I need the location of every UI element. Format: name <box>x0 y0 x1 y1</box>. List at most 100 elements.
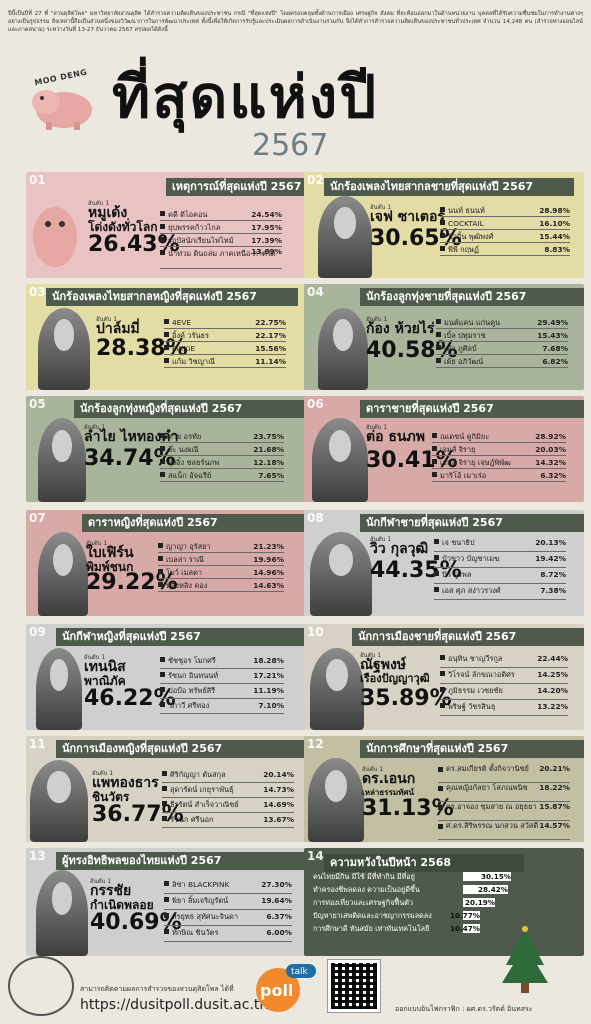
list-item: พิธา ลิ้มเจริญรัตน์ 19.64% <box>164 894 292 910</box>
card-number: 09 <box>29 625 46 639</box>
winner-name: หมูเด้ง <box>88 205 128 221</box>
winner-name-2: เหล่าธรรมทัศน์ <box>362 788 414 797</box>
qr-code[interactable] <box>327 959 381 1013</box>
card-title: ความหวังในปีหน้า 2568 <box>324 854 524 872</box>
list-item: มาริโอ้ เมาเร่อ 6.32% <box>432 469 566 482</box>
card-title: นักร้องลูกทุ่งชายที่สุดแห่งปี 2567 <box>360 288 584 306</box>
winner-percent: 44.35% <box>370 558 462 583</box>
others-list: ต่าย อรทัย 23.75% จ๊ะ นงผณี 21.68% อุ๋งอิ๋… <box>160 430 284 482</box>
list-item: เบลล่า ราณี 19.96% <box>158 553 284 566</box>
winner-name: เทนนิส <box>84 659 126 675</box>
list-item: บัวขาว บัญชาเมฆ 19.42% <box>434 552 566 568</box>
list-item: รัชนก ศรีนอก 13.67% <box>162 813 294 828</box>
list-item: แก้ม วิชญาณี 11.14% <box>164 355 286 368</box>
card-actor: 06 ดาราชายที่สุดแห่งปี 2567 อันดับ 1 ต่อ… <box>304 396 584 502</box>
card-title: ดาราชายที่สุดแห่งปี 2567 <box>360 400 584 418</box>
winner-photo <box>38 418 86 502</box>
list-item: ญาญ่า อุรัสยา 21.23% <box>158 540 284 553</box>
list-item: สุดารัตน์ เกยุราพันธุ์ 14.73% <box>162 783 294 798</box>
winner-photo <box>36 870 88 956</box>
svg-text:talk: talk <box>291 967 309 977</box>
card-number: 11 <box>29 737 46 751</box>
winner-photo <box>308 758 364 842</box>
winner-photo <box>312 418 368 502</box>
list-item: เต้ย อภิวัฒน์ 6.82% <box>436 355 568 368</box>
winner-name: ดร.เอนก <box>362 771 416 787</box>
list-item: ทักษิณ ชินวัตร 6.00% <box>164 926 292 942</box>
winner-photo <box>318 196 372 278</box>
rank-label: อันดับ 1 <box>92 770 114 777</box>
card-luk-thung-female: 05 นักร้องลูกทุ่งหญิงที่สุดแห่งปี 2567 อ… <box>26 396 306 502</box>
list-item: บิว ภูริพล 8.72% <box>434 568 566 584</box>
winner-percent: 30.65% <box>370 226 462 251</box>
list-item: COCKTAIL 16.10% <box>440 217 570 230</box>
card-title: ผู้ทรงอิทธิพลของไทยแห่งปี 2567 <box>56 852 306 870</box>
list-item: พีพี กฤษฏ์ 8.83% <box>440 243 570 256</box>
page-title: ที่สุดแห่งปี <box>112 63 379 131</box>
winner-percent: 40.58% <box>366 338 458 363</box>
list-item: ธีรรัตน์ สำเร็จวาณิชย์ 14.69% <box>162 798 294 813</box>
card-title: นักการเมืองหญิงที่สุดแห่งปี 2567 <box>56 740 306 758</box>
footer-url-link[interactable]: https://dusitpoll.dusit.ac.th <box>80 997 269 1013</box>
value-bar <box>463 898 495 907</box>
list-item: ต่าย อรทัย 23.75% <box>160 430 284 443</box>
winner-name: ณัฐพงษ์ <box>360 657 407 673</box>
card-title: นักกีฬาหญิงที่สุดแห่งปี 2567 <box>56 628 306 646</box>
intro-paragraph: ปีนี้เป็นปีที่ 27 ที่ "สวนดุสิตโพล" มหาว… <box>8 11 583 33</box>
list-item: ณเดชน์ คูกิมิยะ 28.92% <box>432 430 566 443</box>
winner-photo <box>38 532 88 616</box>
footer-survey-text: สามารถติดตามผลการสำรวจของสวนดุสิตโพล ได้… <box>80 985 234 993</box>
card-hopes: 14 ความหวังในปีหน้า 2568 <box>304 848 584 956</box>
winner-photo <box>310 532 372 616</box>
rank-label: อันดับ 1 <box>88 200 110 207</box>
card-educator: 12 นักการศึกษาที่สุดแห่งปี 2567 อันดับ 1… <box>304 736 584 842</box>
card-title: นักร้องเพลงไทยสากลหญิงที่สุดแห่งปี 2567 <box>46 288 298 306</box>
list-item: วิภาวี ศรีทอง 7.10% <box>160 699 284 714</box>
list-item: เบิ้ล ปทุมราช 15.43% <box>436 329 568 342</box>
card-number: 10 <box>307 625 324 639</box>
rank-label: อันดับ 1 <box>84 654 106 661</box>
list-item: การศึกษาดี ทันสมัย เท่าทันเทคโนโลยี 10.47… <box>313 924 480 933</box>
rank-label: อันดับ 1 <box>96 316 118 323</box>
winner-name: วิว กุลวุฒิ <box>370 541 429 557</box>
winner-photo <box>38 308 90 390</box>
others-list: มนต์แคน แก่นคูน 29.49% เบิ้ล ปทุมราช 15.43… <box>436 316 568 368</box>
list-item: ศิริกัญญา ตันสกุล 20.14% <box>162 768 294 783</box>
others-list: ชัชชุอร โมกศรี 18.28% รัชนก อินทนนท์ 17.21… <box>160 654 284 714</box>
winner-name: กรรชัย <box>90 883 132 899</box>
winner-name: ต่อ ธนภพ <box>366 429 425 445</box>
others-list: 4EVE 22.75% อิ้งค์ วรันธร 22.17% PiXXiE 15.… <box>164 316 286 368</box>
page-year: 2567 <box>252 128 329 163</box>
list-item: ดร.สมเกียรติ ตั้งกิจวานิชย์ 20.21% <box>438 764 570 783</box>
list-item: พริษฐ์ วัชรสินธุ 13.22% <box>440 700 568 716</box>
hopes-list: คนไทยมีกิน มีใช้ มีที่ทำกิน มีที่อยู่ 30.… <box>313 870 583 935</box>
others-list: ศิริกัญญา ตันสกุล 20.14% สุดารัตน์ เกยุรา… <box>162 768 294 828</box>
card-luk-thung-male: 04 นักร้องลูกทุ่งชายที่สุดแห่งปี 2567 อั… <box>304 284 584 390</box>
list-item: สแน็ก อัจฉรีย์ 7.65% <box>160 469 284 482</box>
card-number: 14 <box>307 849 324 863</box>
list-item: PiXXiE 15.56% <box>164 342 286 355</box>
dusit-university-logo <box>8 956 74 1016</box>
list-item: เอส ศุภ สง่าวรวงศ์ 7.38% <box>434 584 566 600</box>
winner-name-2: โด่งดังทั่วโลก <box>88 220 158 234</box>
rank-label: อันดับ 1 <box>84 424 106 431</box>
list-item: รถบัสนักเรียนไฟไหม้ 17.39% <box>160 234 282 247</box>
card-title: นักการศึกษาที่สุดแห่งปี 2567 <box>360 740 584 758</box>
card-number: 08 <box>307 511 324 525</box>
card-male-athlete: 08 นักกีฬาชายที่สุดแห่งปี 2567 อันดับ 1 … <box>304 510 584 616</box>
list-item: โบว์ เมลดา 14.96% <box>158 566 284 579</box>
others-list: ลิซ่า BLACKPINK 27.30% พิธา ลิ้มเจริญรัตน… <box>164 878 292 942</box>
card-number: 04 <box>307 285 324 299</box>
winner-photo <box>310 648 364 730</box>
list-item: หลิงหลิง คอง 14.63% <box>158 579 284 592</box>
card-number: 02 <box>307 173 324 187</box>
card-title: นักร้องลูกทุ่งหญิงที่สุดแห่งปี 2567 <box>74 400 306 418</box>
list-item: สรยุทธ สุทัศนะจินดา 6.37% <box>164 910 292 926</box>
rank-label: อันดับ 1 <box>366 316 388 323</box>
list-item: 4EVE 22.75% <box>164 316 286 329</box>
others-list: ญาญ่า อุรัสยา 21.23% เบลล่า ราณี 19.96% โบ… <box>158 540 284 592</box>
hippo-icon <box>32 90 92 130</box>
card-female-athlete: 09 นักกีฬาหญิงที่สุดแห่งปี 2567 อันดับ 1… <box>26 624 306 730</box>
card-actress: 07 ดาราหญิงที่สุดแห่งปี 2567 อันดับ 1 ใบ… <box>26 510 306 616</box>
svg-text:poll: poll <box>260 981 293 1000</box>
